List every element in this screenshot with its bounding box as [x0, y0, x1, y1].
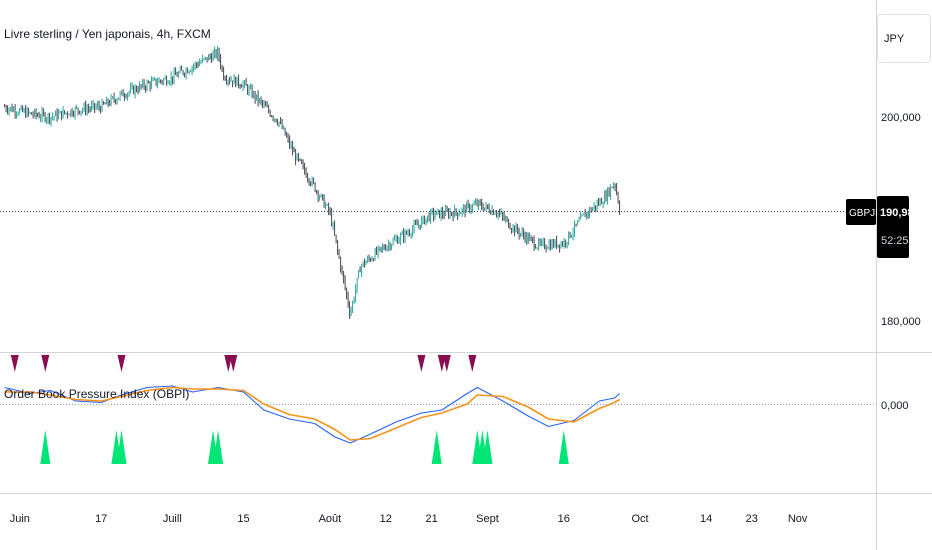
signal-line	[4, 386, 621, 441]
time-tick: Sept	[476, 513, 499, 525]
sell-signal-marker	[442, 355, 451, 372]
last-price-label: 190,984 52:25	[877, 196, 921, 258]
currency-label: JPY	[884, 33, 905, 45]
sell-signal-marker	[229, 355, 238, 372]
time-tick: 16	[558, 513, 570, 525]
buy-markers	[40, 430, 569, 464]
buy-signal-marker	[213, 430, 224, 464]
price-tick-180: 180,000	[881, 316, 921, 328]
indicator-title[interactable]: Order Book Pressure Index (OBPI)	[4, 387, 189, 401]
time-tick: Juill	[163, 513, 182, 525]
ticker-text: GBPJPY	[849, 208, 889, 219]
symbol-title[interactable]: Livre sterling / Yen japonais, 4h, FXCM	[4, 27, 211, 41]
sell-signal-marker	[41, 355, 50, 372]
price-pane[interactable]	[0, 46, 876, 319]
price-tick-200: 200,000	[881, 112, 921, 124]
buy-signal-marker	[558, 430, 569, 464]
time-tick: 23	[746, 513, 758, 525]
time-tick: 14	[700, 513, 712, 525]
countdown-value: 52:25	[881, 235, 909, 247]
time-tick: Oct	[631, 513, 648, 525]
time-tick: Nov	[788, 513, 808, 525]
buy-signal-marker	[40, 430, 51, 464]
sell-signal-marker	[117, 355, 126, 372]
sell-signal-marker	[10, 355, 19, 372]
time-axis[interactable]: Juin 17 Juill 15 Août 12 21 Sept 16 Oct 14 23 Nov	[10, 513, 808, 525]
time-tick: 21	[425, 513, 437, 525]
buy-signal-marker	[116, 430, 127, 464]
time-tick: 12	[380, 513, 392, 525]
time-tick: 17	[95, 513, 107, 525]
price-series	[4, 46, 621, 319]
buy-signal-marker	[431, 430, 442, 464]
osc-tick-zero: 0,000	[881, 400, 909, 412]
ticker-label: GBPJPY	[846, 199, 889, 225]
buy-signal-marker	[482, 430, 493, 464]
oscillator-pane[interactable]	[0, 355, 876, 464]
currency-button[interactable]: JPY	[877, 14, 931, 63]
time-tick: Juin	[10, 513, 30, 525]
sell-signal-marker	[417, 355, 426, 372]
sell-markers	[10, 355, 477, 372]
last-price-value: 190,984	[880, 207, 921, 219]
time-tick: 15	[237, 513, 249, 525]
sell-signal-marker	[468, 355, 477, 372]
oscillator-series	[4, 385, 621, 444]
time-tick: Août	[319, 513, 342, 525]
